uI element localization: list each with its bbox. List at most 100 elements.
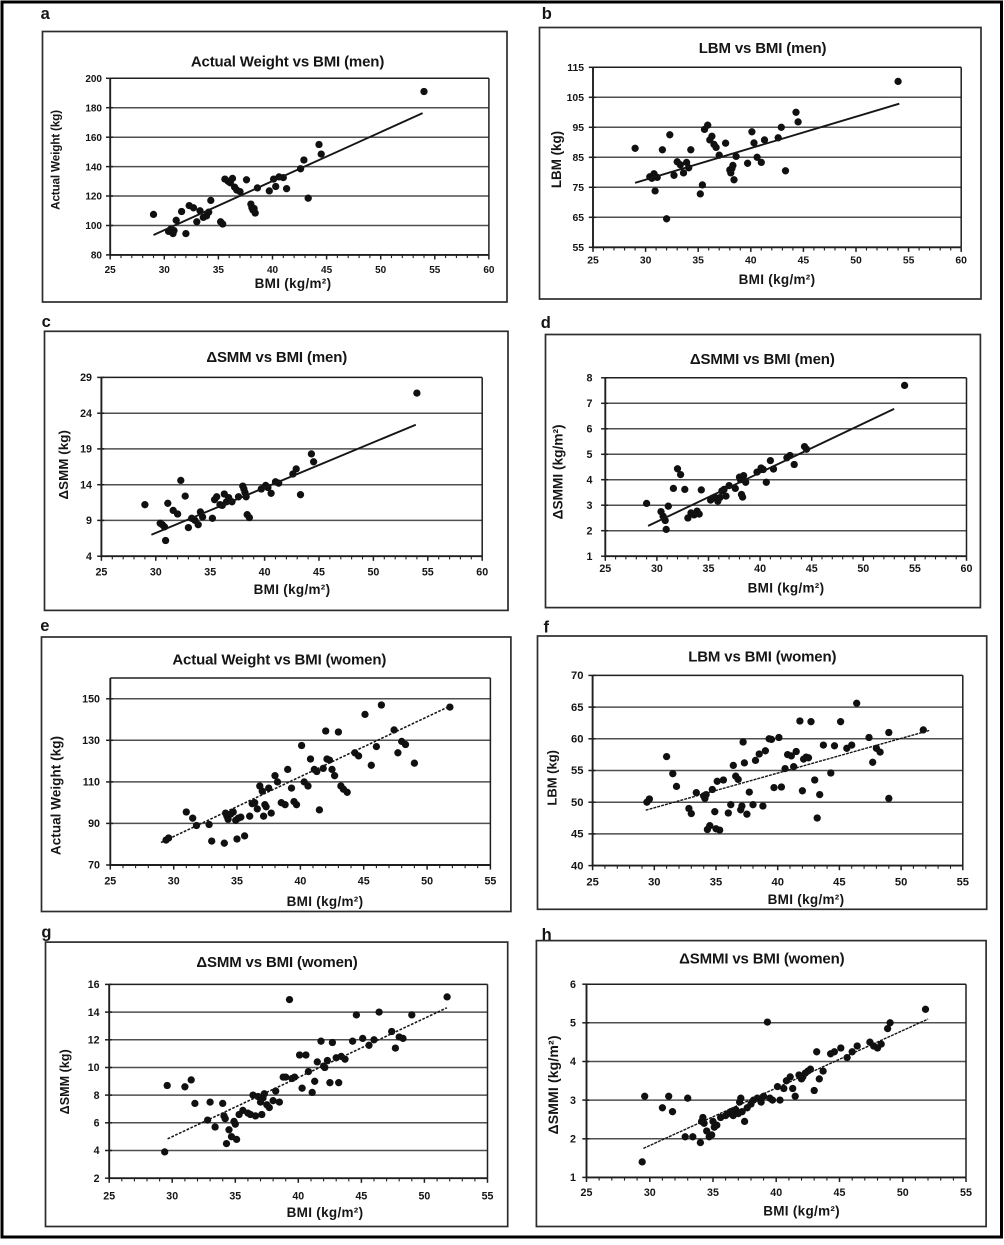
svg-text:ΔSMM (kg): ΔSMM (kg) [56,430,71,500]
svg-text:45: 45 [313,566,325,578]
svg-text:ΔSMMI vs BMI (women): ΔSMMI vs BMI (women) [679,950,844,967]
svg-text:4: 4 [570,1056,576,1068]
svg-text:5: 5 [570,1018,576,1030]
svg-text:1: 1 [570,1172,576,1184]
svg-text:ΔSMMI vs BMI (men): ΔSMMI vs BMI (men) [690,351,835,368]
svg-text:ΔSMM vs BMI (women): ΔSMM vs BMI (women) [196,954,357,971]
svg-text:9: 9 [86,515,92,527]
svg-text:70: 70 [571,670,583,682]
svg-text:110: 110 [83,777,100,789]
svg-text:35: 35 [707,1187,719,1199]
svg-text:160: 160 [85,133,102,144]
svg-text:25: 25 [104,875,116,887]
svg-text:BMI (kg/m²): BMI (kg/m²) [254,582,331,597]
svg-text:8: 8 [587,373,593,385]
svg-text:45: 45 [806,563,818,575]
svg-text:40: 40 [294,875,306,887]
svg-text:60: 60 [955,256,967,267]
svg-text:7: 7 [587,398,593,410]
svg-text:BMI (kg/m²): BMI (kg/m²) [287,1205,364,1220]
svg-text:55: 55 [422,566,434,578]
svg-text:100: 100 [85,221,102,232]
svg-text:115: 115 [567,63,584,74]
svg-text:e: e [40,617,49,635]
svg-text:50: 50 [419,1190,431,1202]
svg-text:19: 19 [80,444,92,456]
svg-text:40: 40 [292,1190,304,1202]
svg-text:75: 75 [572,183,584,194]
svg-text:14: 14 [80,479,92,491]
svg-text:BMI (kg/m²): BMI (kg/m²) [748,580,825,595]
svg-text:55: 55 [960,1187,972,1199]
svg-text:180: 180 [85,103,102,114]
svg-text:4: 4 [94,1145,100,1157]
svg-text:35: 35 [703,563,715,575]
svg-text:25: 25 [105,265,117,276]
svg-text:25: 25 [587,256,599,267]
svg-text:h: h [542,926,552,944]
svg-text:150: 150 [82,694,100,706]
svg-text:6: 6 [570,979,576,991]
svg-text:45: 45 [571,829,583,841]
svg-text:50: 50 [895,876,907,888]
svg-text:3: 3 [570,1095,576,1107]
svg-text:40: 40 [267,265,279,276]
svg-text:140: 140 [85,162,102,173]
svg-text:45: 45 [321,265,333,276]
svg-text:65: 65 [571,702,583,714]
svg-text:60: 60 [483,265,495,276]
svg-text:90: 90 [88,818,100,830]
svg-text:55: 55 [909,563,921,575]
svg-text:ΔSMMI (kg/m²): ΔSMMI (kg/m²) [545,1035,561,1134]
svg-text:50: 50 [897,1187,909,1199]
svg-text:Actual Weight (kg): Actual Weight (kg) [49,736,64,855]
svg-text:45: 45 [356,1190,368,1202]
svg-text:ΔSMM vs BMI (men): ΔSMM vs BMI (men) [206,349,347,366]
svg-text:50: 50 [367,566,379,578]
svg-text:60: 60 [571,734,583,746]
svg-text:30: 30 [150,566,162,578]
svg-text:40: 40 [571,860,583,872]
svg-text:a: a [41,5,51,23]
svg-text:45: 45 [358,875,370,887]
svg-text:55: 55 [571,765,583,777]
svg-text:55: 55 [903,256,915,267]
svg-text:BMI (kg/m²): BMI (kg/m²) [763,1204,840,1219]
svg-text:Actual Weight vs BMI (women): Actual Weight vs BMI (women) [172,652,386,669]
svg-text:LBM (kg): LBM (kg) [549,131,564,188]
svg-text:Actual Weight (kg): Actual Weight (kg) [48,110,62,210]
svg-text:f: f [544,619,550,637]
svg-text:50: 50 [571,797,583,809]
svg-text:4: 4 [86,551,92,563]
svg-text:80: 80 [91,251,103,262]
svg-text:50: 50 [421,875,433,887]
svg-text:50: 50 [375,265,387,276]
svg-text:35: 35 [204,566,216,578]
svg-text:55: 55 [484,875,496,887]
svg-text:2: 2 [587,525,593,537]
svg-text:35: 35 [231,875,243,887]
svg-text:40: 40 [754,563,766,575]
svg-text:g: g [41,924,51,942]
svg-text:25: 25 [586,876,598,888]
svg-text:BMI (kg/m²): BMI (kg/m²) [287,894,364,909]
svg-text:130: 130 [82,735,100,747]
svg-text:ΔSMMI (kg/m²): ΔSMMI (kg/m²) [551,424,566,519]
svg-text:25: 25 [599,563,611,575]
svg-text:40: 40 [745,256,757,267]
svg-text:35: 35 [692,256,704,267]
svg-text:40: 40 [770,1187,782,1199]
svg-text:95: 95 [572,123,584,134]
svg-text:6: 6 [94,1118,100,1130]
svg-text:ΔSMM (kg): ΔSMM (kg) [58,1049,72,1114]
svg-text:120: 120 [85,192,102,203]
svg-text:40: 40 [771,876,783,888]
svg-text:LBM vs BMI (men): LBM vs BMI (men) [699,40,827,57]
svg-text:60: 60 [476,566,488,578]
svg-text:5: 5 [587,449,593,461]
svg-text:30: 30 [640,256,652,267]
svg-text:55: 55 [482,1190,494,1202]
svg-text:10: 10 [88,1062,100,1074]
svg-text:6: 6 [587,424,593,436]
svg-text:BMI (kg/m²): BMI (kg/m²) [768,892,845,907]
